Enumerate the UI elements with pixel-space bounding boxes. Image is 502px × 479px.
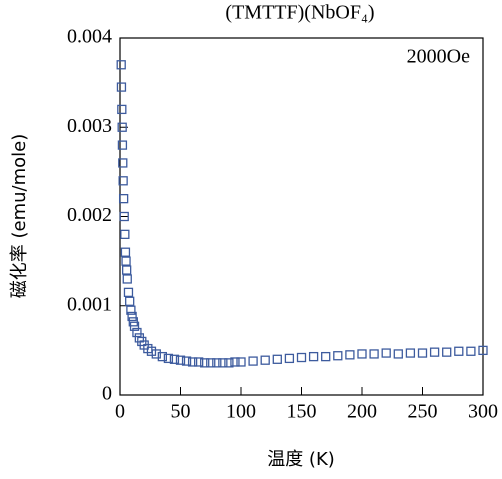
data-point <box>248 356 258 366</box>
x-tick-label: 100 <box>226 401 256 423</box>
data-point <box>381 348 391 358</box>
data-point <box>169 354 180 364</box>
data-point <box>116 82 127 92</box>
data-point <box>129 321 140 331</box>
data-point <box>308 351 319 362</box>
y-tick-label: 0.003 <box>67 115 112 137</box>
data-point <box>321 351 331 362</box>
data-point <box>157 351 168 362</box>
data-point <box>132 327 142 338</box>
data-point <box>284 353 295 364</box>
data-point <box>163 353 174 364</box>
data-point <box>236 357 246 367</box>
data-point <box>260 355 270 365</box>
chart-title: (TMTTF)(NbOF₄) <box>225 2 374 24</box>
data-point <box>429 347 440 357</box>
y-tick-label: 0.004 <box>67 26 112 48</box>
data-point <box>116 60 126 70</box>
data-point <box>333 351 343 361</box>
data-point <box>187 357 198 367</box>
y-axis-label: 磁化率 (emu/mole) <box>9 134 30 298</box>
data-point <box>200 358 210 368</box>
x-tick-label: 0 <box>115 401 125 423</box>
x-tick-label: 150 <box>287 401 317 423</box>
x-tick-label: 50 <box>171 401 191 423</box>
data-point <box>345 350 355 360</box>
data-point <box>417 348 428 358</box>
data-point <box>454 346 464 356</box>
data-point <box>125 296 135 306</box>
data-point <box>123 287 134 298</box>
y-tick-label: 0 <box>102 383 112 405</box>
data-point <box>224 358 234 368</box>
data-point <box>272 354 282 364</box>
data-point <box>466 346 476 356</box>
data-point <box>120 229 130 240</box>
data-point <box>126 305 136 315</box>
plot-frame <box>119 37 484 396</box>
data-point <box>117 140 128 150</box>
annotation: 2000Oe <box>407 46 470 68</box>
x-tick-label: 200 <box>347 401 377 423</box>
data-point <box>127 311 137 322</box>
y-tick-label: 0.001 <box>67 293 112 315</box>
data-point <box>122 274 132 284</box>
data-point <box>478 345 488 356</box>
data-point <box>193 357 204 367</box>
data-point <box>212 358 222 368</box>
data-point <box>175 355 186 365</box>
x-axis-label: 温度 (K) <box>267 449 335 470</box>
data-point <box>117 122 127 132</box>
data-point <box>118 193 129 204</box>
data-point <box>369 349 379 359</box>
data-point <box>146 346 157 356</box>
data-point <box>357 349 367 359</box>
data-point <box>117 104 127 115</box>
data-point <box>296 352 307 363</box>
data-point <box>121 256 131 266</box>
data-point <box>151 349 161 359</box>
data-point <box>405 348 416 358</box>
x-tick-label: 250 <box>408 401 438 423</box>
data-point <box>118 176 128 186</box>
x-tick-label: 300 <box>468 401 498 423</box>
data-point <box>118 158 128 168</box>
data-point <box>181 356 192 366</box>
data-point <box>120 247 131 257</box>
data-point <box>442 347 452 357</box>
data-point <box>218 358 228 368</box>
data-point <box>206 358 216 368</box>
data-point <box>393 349 403 359</box>
y-tick-label: 0.002 <box>67 204 112 226</box>
data-point <box>119 211 129 222</box>
data-point <box>122 265 132 275</box>
data-point <box>230 357 240 367</box>
